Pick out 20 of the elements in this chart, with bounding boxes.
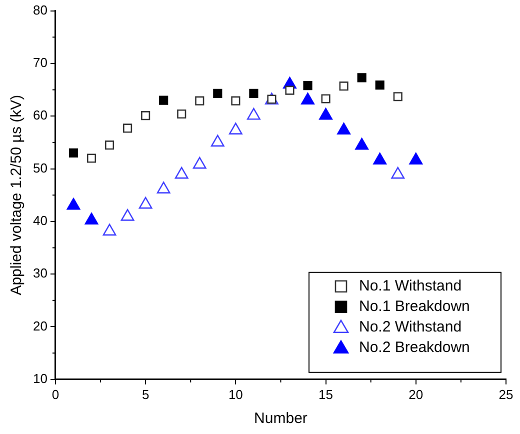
y-tick-label: 80 [32, 2, 48, 18]
y-tick-label: 50 [32, 160, 48, 176]
x-tick-label: 10 [228, 386, 243, 402]
y-tick-label: 10 [32, 370, 48, 386]
x-axis-title: Number [254, 410, 308, 428]
x-tick-label: 0 [52, 386, 60, 402]
x-tick-label: 20 [408, 386, 424, 402]
y-tick-label: 40 [32, 213, 48, 228]
y-tick-label: 30 [32, 266, 48, 281]
legend-label: No.1 Withstand [359, 278, 462, 295]
y-axis-title: Applied voltage 1.2/50 µs (kV) [8, 94, 26, 296]
y-tick-label: 60 [32, 108, 48, 123]
y-tick-label: 70 [32, 55, 48, 70]
x-tick-label: 25 [498, 386, 514, 402]
x-tick-label: 5 [142, 386, 150, 402]
x-tick-label: 15 [318, 386, 334, 402]
legend-label: No.1 Breakdown [359, 298, 470, 316]
y-tick-label: 20 [32, 318, 48, 334]
legend-label: No.2 Breakdown [359, 339, 470, 356]
legend-label: No.2 Withstand [359, 318, 462, 336]
